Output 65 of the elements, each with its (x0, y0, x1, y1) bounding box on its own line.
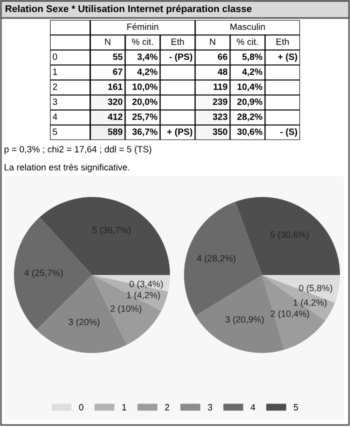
data-label: 320 (108, 98, 122, 105)
data-label: 10,4% (238, 84, 262, 92)
pie-slice (184, 202, 262, 316)
text: La relation est très significative. (4, 164, 130, 172)
text: + (S) (278, 53, 298, 62)
text: p = 0,3% ; chi2 = 17,64 ; ddl = 5 (TS) (4, 146, 152, 154)
text: - (S) (280, 128, 298, 137)
data-label: 323 (212, 114, 228, 120)
data-label: 30,6% (237, 128, 262, 136)
chart-title: Relation Sexe * Utilisation Internet préparation classe (6, 4, 252, 14)
data-label: 350 (212, 128, 228, 135)
data-label: 0 (3,4%) (130, 280, 163, 289)
pie-slice (92, 275, 170, 292)
text: - (PS) (169, 53, 192, 62)
text: Féminin (127, 23, 158, 30)
data-label: 5,8% (242, 54, 262, 62)
data-label: 2 (10%) (110, 305, 142, 314)
text: + (PS) (167, 128, 192, 137)
data-label: 4 (28,2%) (196, 254, 236, 264)
data-label: 119 (214, 84, 228, 90)
data-label: 4,2% (137, 68, 158, 76)
data-label: 55 (112, 54, 122, 60)
data-label: 48 (218, 68, 228, 75)
x-tick-label: % cit. (236, 38, 258, 45)
data-label: 4,2% (242, 68, 262, 76)
y-tick-label: 3 (52, 98, 58, 105)
data-label: 3,4% (137, 54, 158, 62)
pie-slice (262, 275, 335, 321)
y-tick-label: 0 (52, 54, 58, 60)
data-label: 25,7% (132, 114, 158, 122)
legend-label: 0 (79, 404, 84, 410)
data-label: 161 (108, 84, 122, 90)
data-label: 1 (4,2%) (127, 292, 160, 300)
x-tick-label: Eth (276, 38, 289, 45)
text: Masculin (230, 23, 265, 30)
data-label: 28,2% (237, 114, 262, 122)
data-label: 36,7% (132, 128, 158, 136)
x-tick-label: Eth (172, 38, 184, 45)
data-label: 20,0% (132, 98, 158, 106)
legend-label: 1 (122, 404, 126, 410)
data-label: 3 (20%) (68, 318, 100, 327)
data-label: 3 (20,9%) (225, 316, 264, 324)
y-tick-label: 1 (53, 68, 58, 75)
data-label: 4 (25,7%) (24, 269, 63, 278)
legend-label: 3 (208, 404, 212, 410)
data-label: 589 (108, 128, 122, 135)
data-label: 66 (218, 54, 228, 60)
data-label: 20,9% (237, 98, 262, 106)
pie-slice (235, 197, 340, 275)
x-tick-label: % cit. (132, 38, 153, 45)
data-label: 67 (113, 68, 122, 75)
data-label: 412 (108, 114, 122, 120)
data-label: 2 (10,4%) (270, 310, 309, 319)
data-label: 1 (4,2%) (294, 299, 327, 308)
legend-label: 2 (165, 404, 170, 410)
x-tick-label: N (210, 38, 216, 45)
y-tick-label: 2 (52, 84, 58, 90)
legend-label: 4 (250, 404, 256, 410)
data-label: 239 (212, 98, 228, 105)
legend-label: 5 (294, 404, 298, 410)
data-label: 0 (5,8%) (298, 284, 332, 293)
y-tick-label: 4 (52, 114, 58, 120)
data-label: 10,0% (132, 84, 158, 92)
y-tick-label: 5 (52, 128, 58, 135)
x-tick-label: N (105, 38, 110, 45)
